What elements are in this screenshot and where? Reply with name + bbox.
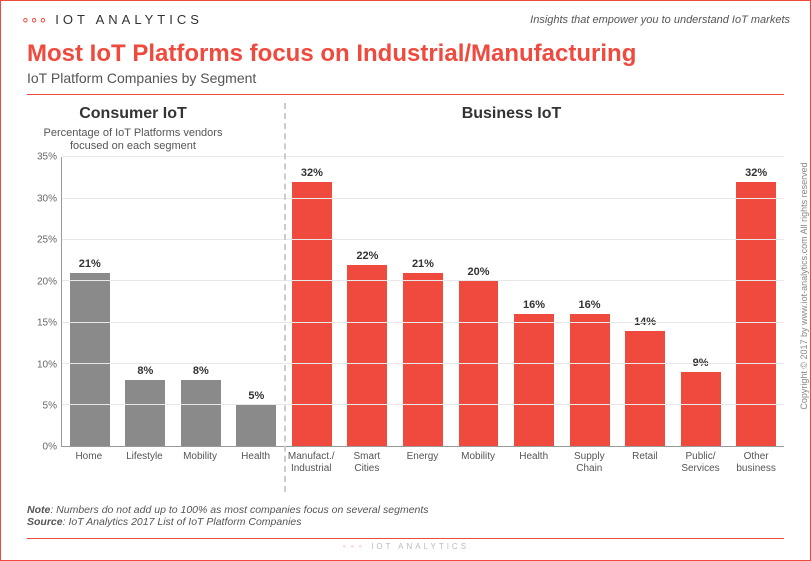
bar <box>625 331 665 447</box>
bar-slot: 21% <box>62 157 118 446</box>
x-axis-labels: HomeLifestyleMobilityHealthManufact./ In… <box>61 451 784 474</box>
bar <box>570 314 610 446</box>
bar-value-label: 16% <box>579 299 601 311</box>
main: Most IoT Platforms focus on Industrial/M… <box>1 34 810 551</box>
gridline <box>62 404 784 405</box>
divider-line <box>27 94 784 95</box>
x-label: Manufact./ Industrial <box>283 451 339 474</box>
bar-value-label: 16% <box>523 299 545 311</box>
footer-logo-text: IOT ANALYTICS <box>371 542 469 551</box>
bar <box>403 273 443 446</box>
bar-value-label: 8% <box>193 365 209 377</box>
y-tick: 30% <box>27 193 57 204</box>
bar-slot: 8% <box>118 157 174 446</box>
footer-logo: ∘∘∘ IOT ANALYTICS <box>27 542 784 551</box>
y-tick: 0% <box>27 442 57 453</box>
copyright: Copyright © 2017 by www.iot-analytics.co… <box>799 162 809 409</box>
bar <box>70 273 110 446</box>
page-title: Most IoT Platforms focus on Industrial/M… <box>27 40 784 68</box>
bar-slot: 22% <box>340 157 396 446</box>
logo: ∘∘∘ IOT ANALYTICS <box>21 11 203 28</box>
divider-line-bottom <box>27 538 784 539</box>
bar-slot: 32% <box>728 157 784 446</box>
bar <box>514 314 554 446</box>
gridline <box>62 156 784 157</box>
bar <box>681 372 721 446</box>
bar <box>736 182 776 446</box>
group-label-business: Business IoT <box>239 105 784 123</box>
y-tick: 15% <box>27 318 57 329</box>
bar <box>125 380 165 446</box>
x-label: Supply Chain <box>561 451 617 474</box>
bar-value-label: 32% <box>301 167 323 179</box>
logo-icon: ∘∘∘ <box>21 11 47 28</box>
bar-slot: 9% <box>673 157 729 446</box>
x-label: Health <box>506 451 562 474</box>
x-label: Home <box>61 451 117 474</box>
bar-value-label: 5% <box>248 390 264 402</box>
note-text: : Numbers do not add up to 100% as most … <box>50 504 428 516</box>
x-label: Retail <box>617 451 673 474</box>
x-label: Public/ Services <box>673 451 729 474</box>
y-tick: 20% <box>27 276 57 287</box>
chart-notes: Note: Numbers do not add up to 100% as m… <box>27 504 784 528</box>
note-label: Note <box>27 504 50 516</box>
y-axis-label: Percentage of IoT Platforms vendors focu… <box>27 127 239 153</box>
y-tick: 25% <box>27 235 57 246</box>
bar-slot: 20% <box>451 157 507 446</box>
x-label: Health <box>228 451 284 474</box>
y-tick: 5% <box>27 400 57 411</box>
group-divider <box>284 103 286 492</box>
gridline <box>62 280 784 281</box>
x-label: Mobility <box>172 451 228 474</box>
x-label: Mobility <box>450 451 506 474</box>
x-label: Energy <box>395 451 451 474</box>
bar-value-label: 21% <box>79 258 101 270</box>
group-label-consumer: Consumer IoT <box>27 105 239 123</box>
bar <box>347 265 387 447</box>
header: ∘∘∘ IOT ANALYTICS Insights that empower … <box>1 1 810 34</box>
y-axis: 0%5%10%15%20%25%30%35% <box>27 157 61 447</box>
gridline <box>62 198 784 199</box>
bar-value-label: 20% <box>467 266 489 278</box>
x-label: Other business <box>728 451 784 474</box>
gridline <box>62 239 784 240</box>
source-label: Source <box>27 516 63 528</box>
group-labels: Consumer IoT Business IoT <box>27 105 784 123</box>
plot-area: 21% 8% 8% 5% 32% 22% 21% 20% 16% 16% 14%9% 32% <box>61 157 784 447</box>
tagline: Insights that empower you to understand … <box>530 14 790 26</box>
y-tick: 10% <box>27 359 57 370</box>
gridline <box>62 322 784 323</box>
bar-slot: 16% <box>562 157 618 446</box>
x-label: Smart Cities <box>339 451 395 474</box>
bar-slot: 14% <box>617 157 673 446</box>
gridline <box>62 363 784 364</box>
bar <box>181 380 221 446</box>
page-subtitle: IoT Platform Companies by Segment <box>27 70 784 86</box>
bar <box>292 182 332 446</box>
source-text: : IoT Analytics 2017 List of IoT Platfor… <box>63 516 302 528</box>
bar-value-label: 22% <box>356 250 378 262</box>
bar-value-label: 32% <box>745 167 767 179</box>
bar-slot: 8% <box>173 157 229 446</box>
bar-slot: 5% <box>229 157 285 446</box>
x-label: Lifestyle <box>117 451 173 474</box>
chart: 0%5%10%15%20%25%30%35% 21%8%8%5%32%22%21… <box>27 157 784 447</box>
bar-slot: 32% <box>284 157 340 446</box>
y-tick: 35% <box>27 152 57 163</box>
bar <box>236 405 276 446</box>
bar-slot: 16% <box>506 157 562 446</box>
bar-value-label: 8% <box>137 365 153 377</box>
logo-text: IOT ANALYTICS <box>55 12 203 27</box>
bar-slot: 21% <box>395 157 451 446</box>
bars-container: 21% 8% 8% 5% 32% 22% 21% 20% 16% 16% 14%9% 32% <box>62 157 784 446</box>
bar-value-label: 21% <box>412 258 434 270</box>
